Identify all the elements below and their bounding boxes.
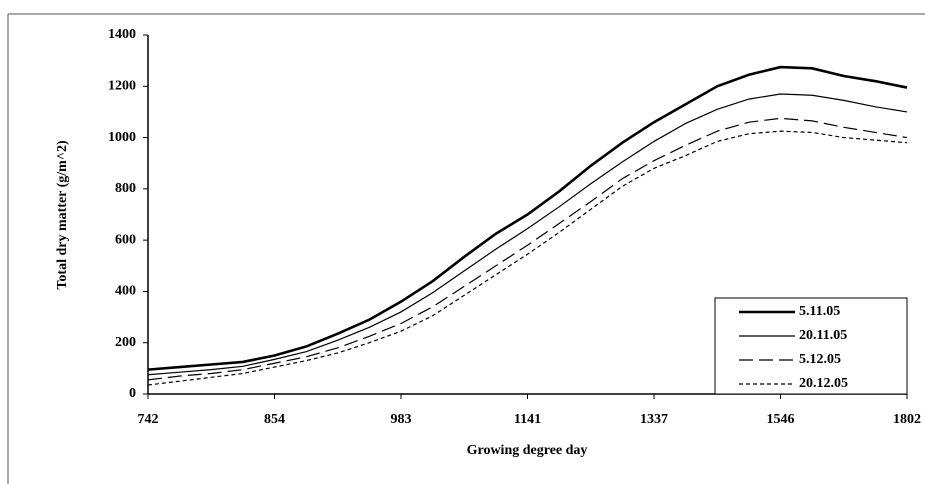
legend-label: 5.11.05 [799, 304, 840, 319]
x-tick-label: 1141 [514, 412, 541, 427]
x-tick-label: 1802 [893, 412, 921, 427]
x-tick-label: 854 [264, 412, 285, 427]
legend-label: 20.11.05 [799, 328, 847, 343]
y-tick-label: 1400 [108, 27, 136, 42]
series-line [147, 65, 908, 371]
x-tick-label: 742 [138, 412, 159, 427]
y-tick-label: 0 [129, 386, 136, 401]
y-tick-label: 200 [115, 335, 136, 350]
legend-box [714, 297, 908, 395]
y-axis-title: Total dry matter (g/m^2) [55, 140, 70, 290]
series-line [147, 93, 908, 376]
x-axis-title: Growing degree day [467, 443, 588, 458]
x-tick-label: 983 [391, 412, 412, 427]
x-tick-label: 1337 [640, 412, 668, 427]
y-tick-label: 800 [115, 181, 136, 196]
legend-label: 5.12.05 [799, 352, 841, 367]
y-tick-label: 400 [115, 284, 136, 299]
series-line [147, 117, 908, 381]
y-tick-label: 1200 [108, 79, 136, 94]
x-tick-label: 1546 [767, 412, 795, 427]
series-line [147, 130, 908, 386]
y-tick-label: 600 [115, 232, 136, 247]
y-tick-label: 1000 [108, 130, 136, 145]
legend-label: 20.12.05 [799, 376, 848, 391]
